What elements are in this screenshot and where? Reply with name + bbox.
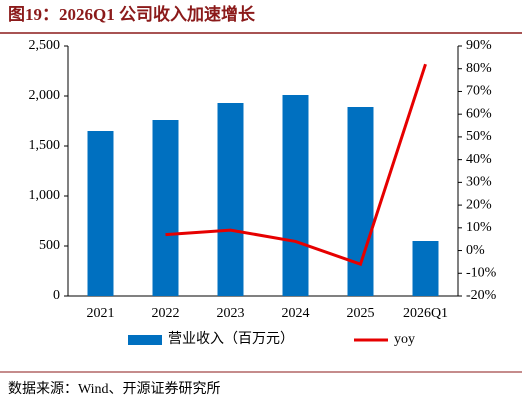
x-tick-label: 2025 [347,306,375,321]
x-tick-label: 2022 [152,306,180,321]
x-tick-label: 2024 [282,306,310,321]
y2-tick-label: 10% [466,220,492,235]
legend-swatch [128,335,162,345]
y2-tick-label: 20% [466,197,492,212]
y2-tick-label: 0% [466,243,485,258]
y2-tick-label: 60% [466,106,492,121]
y2-tick-label: 80% [466,61,492,76]
bar [282,95,309,296]
x-tick-label: 2023 [217,306,245,321]
y-tick-label: 2,500 [29,38,61,53]
y2-tick-label: 70% [466,84,492,99]
y2-tick-label: 30% [466,175,492,190]
y2-tick-label: -20% [466,288,497,303]
legend-label: yoy [394,332,415,347]
bar [152,120,179,296]
y2-tick-label: 90% [466,38,492,53]
bar [347,107,374,296]
y-tick-label: 1,000 [29,188,61,203]
line-series [165,63,427,267]
y-tick-label: 2,000 [29,88,61,103]
y-tick-label: 0 [53,288,60,303]
chart-title: 图19：2026Q1 公司收入加速增长 [8,4,256,24]
y-tick-label: 500 [39,238,60,253]
x-tick-label: 2021 [87,306,115,321]
bar [412,241,439,296]
x-tick-label: 2026Q1 [403,306,448,321]
legend-label: 营业收入（百万元） [168,331,294,347]
y2-tick-label: 40% [466,152,492,167]
bar [87,131,114,296]
y2-tick-label: -10% [466,265,497,280]
bar [217,103,244,296]
y2-tick-label: 50% [466,129,492,144]
source-note: 数据来源：Wind、开源证券研究所 [8,381,221,397]
y-tick-label: 1,500 [29,138,61,153]
